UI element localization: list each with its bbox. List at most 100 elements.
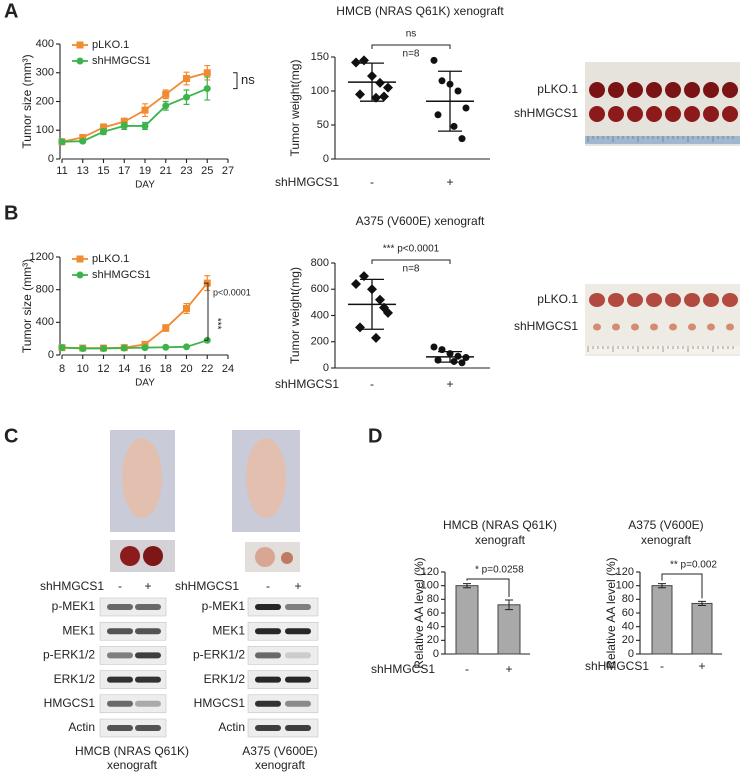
- tumor: [684, 293, 700, 307]
- legend-label: shHMGCS1: [92, 269, 151, 281]
- y-tick-label: 0: [323, 362, 329, 374]
- data-point: [355, 322, 365, 333]
- blot-band: [107, 725, 133, 731]
- x-tick-label: 27: [222, 165, 234, 177]
- blot-strip: [247, 718, 319, 738]
- data-point: [434, 111, 442, 119]
- data-point: [438, 77, 446, 85]
- tumor: [722, 82, 738, 98]
- blot-band: [107, 700, 133, 707]
- y-tick-label: 60: [427, 607, 439, 619]
- x-tick-label: +: [505, 662, 512, 676]
- x-axis-label: shHMGCS1: [371, 662, 435, 676]
- blot-band: [285, 700, 311, 707]
- error-bar: [658, 583, 666, 589]
- y-tick-label: 40: [622, 621, 634, 633]
- x-tick-label: 8: [59, 363, 65, 375]
- annotation: *** p<0.0001: [383, 244, 440, 255]
- data-point: [183, 304, 190, 312]
- data-point: [383, 82, 393, 93]
- data-point: [359, 271, 369, 282]
- tumor: [726, 323, 734, 331]
- x-tick-label: 11: [56, 165, 67, 177]
- data-point: [183, 93, 190, 101]
- blot-band: [255, 652, 281, 659]
- tumor: [612, 323, 620, 331]
- x-tick-label: 23: [180, 165, 192, 177]
- y-tick-label: 20: [427, 634, 439, 646]
- data-point: [79, 344, 87, 352]
- bracket: [371, 44, 451, 49]
- tumor: [646, 106, 662, 122]
- x-tick-label: 10: [77, 363, 89, 375]
- data-point: [371, 332, 381, 343]
- bracket: [371, 259, 451, 264]
- sd-bar: [438, 70, 462, 132]
- treatment-label: shHMGCS1: [40, 579, 104, 593]
- panel-label: D: [368, 425, 382, 447]
- y-tick-label: 400: [36, 316, 54, 328]
- y-tick-label: 0: [628, 648, 634, 660]
- blot-band: [255, 604, 281, 610]
- blot-band: [135, 628, 161, 635]
- data-point: [379, 91, 389, 102]
- data-point: [100, 123, 107, 131]
- blot-band: [107, 604, 133, 610]
- data-point: [430, 343, 438, 351]
- condition-label: +: [144, 579, 151, 593]
- condition-label: -: [118, 579, 122, 593]
- y-tick-label: 200: [36, 95, 54, 107]
- blot-band: [285, 628, 311, 635]
- y-tick-label: 60: [622, 607, 634, 619]
- data-point: [203, 85, 211, 93]
- blot-band: [107, 628, 133, 635]
- bracket: [204, 282, 209, 341]
- annotation: p<0.0001: [213, 288, 251, 298]
- y-tick-label: 100: [311, 85, 329, 97]
- error-bar: [698, 600, 706, 606]
- data-point: [100, 128, 107, 136]
- data-point: [454, 87, 462, 95]
- y-tick-label: 100: [616, 580, 634, 592]
- blot-caption: xenograft: [107, 758, 158, 772]
- data-point: [141, 122, 149, 130]
- tumor: [684, 106, 700, 122]
- data-point: [58, 138, 66, 146]
- ruler: [585, 346, 740, 354]
- y-tick-label: 0: [323, 153, 329, 165]
- blot-strip: [247, 670, 319, 689]
- data-point: [79, 133, 87, 141]
- data-point: [141, 106, 149, 114]
- data-point: [100, 344, 107, 352]
- annotation: ** p=0.002: [670, 560, 717, 571]
- y-tick-label: 80: [427, 593, 439, 605]
- tumor: [589, 293, 605, 307]
- y-tick-label: 0: [48, 349, 54, 361]
- legend-marker: [76, 271, 84, 279]
- condition-label: -: [266, 579, 270, 593]
- blot-band: [285, 725, 311, 731]
- data-point: [162, 102, 170, 110]
- x-tick-label: +: [698, 659, 705, 673]
- annotation: ***: [211, 318, 222, 330]
- y-tick-label: 0: [48, 153, 54, 165]
- x-tick-label: 20: [180, 363, 192, 375]
- legend-marker: [76, 255, 84, 263]
- y-tick-label: 300: [36, 67, 54, 79]
- data-point: [141, 344, 149, 352]
- y-axis-label: Relative AA level (%): [604, 557, 618, 668]
- data-point: [379, 302, 389, 313]
- data-point: [359, 55, 369, 66]
- blot-caption: xenograft: [255, 758, 306, 772]
- blot-strip: [247, 646, 319, 665]
- tumor: [665, 293, 681, 307]
- x-tick-label: 18: [160, 363, 172, 375]
- bracket: [661, 573, 703, 599]
- tumor: [589, 82, 605, 98]
- tumor: [646, 293, 662, 307]
- blot-caption: A375 (V600E): [242, 744, 317, 758]
- sd-bar: [360, 62, 384, 102]
- tumor-photo: [585, 62, 740, 146]
- tumor: [627, 106, 643, 122]
- blot-band: [107, 676, 133, 683]
